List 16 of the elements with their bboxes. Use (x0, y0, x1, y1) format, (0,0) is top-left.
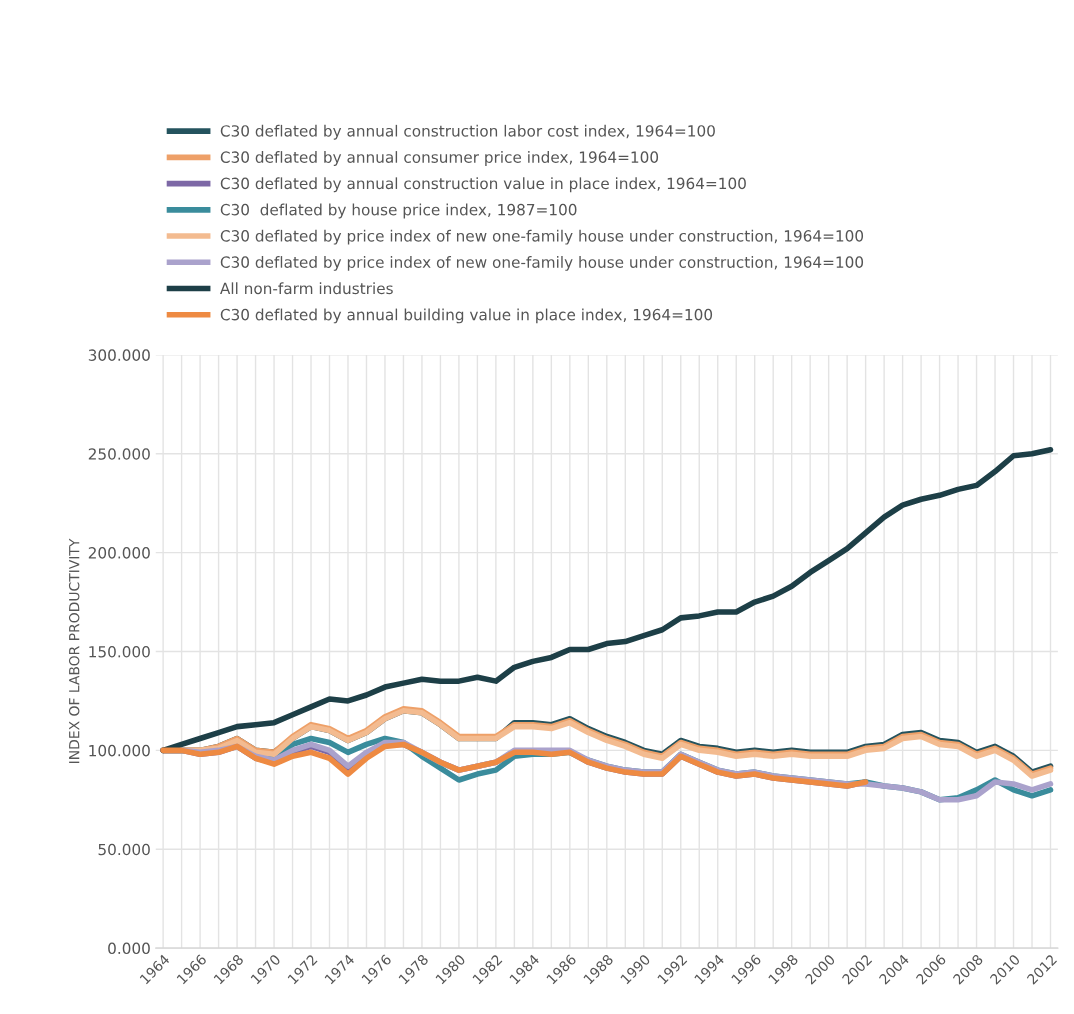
y-tick-label: 200.000 (88, 547, 150, 559)
legend-label: C30 deflated by annual consumer price index, 1964=100 (220, 151, 659, 166)
y-axis-title: INDEX OF LABOR PRODUCTIVITY (68, 538, 80, 763)
legend-label: All non-farm industries (220, 282, 393, 295)
y-tick-label: 250.000 (88, 448, 150, 460)
y-tick-label: 50.000 (98, 843, 150, 856)
legend-label: C30 deflated by annual construction value in place index, 1964=100 (220, 177, 746, 193)
y-tick-label: 300.000 (88, 349, 150, 361)
y-tick-label: 150.000 (89, 645, 150, 658)
legend-label: C30 deflated by house price index, 1987=100 (220, 203, 577, 219)
legend-label: C30 deflated by annual construction labor cost index, 1964=100 (220, 124, 715, 140)
y-tick-label: 0.000 (108, 942, 150, 955)
y-tick-label: 100.000 (89, 744, 150, 757)
legend-label: C30 deflated by price index of new one-family house under construction, 1964=100 (220, 229, 864, 245)
legend-label: C30 deflated by annual building value in place index, 1964=100 (220, 308, 713, 324)
legend-label: C30 deflated by price index of new one-family house under construction, 1964=100 (220, 256, 864, 271)
